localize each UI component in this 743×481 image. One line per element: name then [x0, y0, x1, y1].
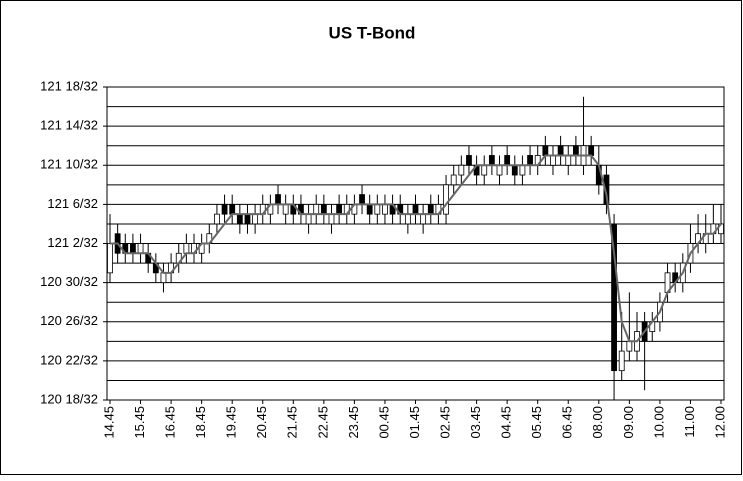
x-tick-label: 16.45	[163, 406, 178, 439]
candle-body	[511, 164, 518, 176]
x-tick-label: 06.45	[560, 406, 575, 439]
candle-body	[466, 155, 472, 166]
candle-body	[481, 164, 488, 176]
x-tick-label: 02.45	[437, 406, 452, 439]
candle-body	[107, 243, 113, 274]
candle-body	[496, 164, 503, 176]
candle-body	[603, 174, 610, 205]
x-tick-label: 05.45	[529, 406, 544, 439]
candle-body	[572, 145, 579, 156]
x-tick-label: 23.45	[346, 406, 361, 439]
y-tick-label: 120 18/32	[40, 391, 98, 406]
y-tick-label: 121 2/32	[47, 235, 98, 250]
candle-body	[450, 174, 457, 186]
candle-body	[519, 164, 526, 176]
candle-body	[359, 194, 365, 205]
y-tick-label: 121 6/32	[47, 196, 98, 211]
candle-body	[527, 155, 533, 166]
x-tick-label: 14.45	[101, 406, 116, 439]
candle-body	[305, 213, 312, 225]
candle-body	[458, 164, 465, 176]
x-tick-label: 04.45	[499, 406, 514, 439]
candle-body	[443, 184, 449, 215]
candle-body	[404, 213, 411, 225]
candle-body	[252, 213, 259, 225]
candle-body	[130, 243, 136, 254]
x-tick-label: 22.45	[315, 406, 330, 439]
candle-body	[718, 223, 724, 235]
y-tick-label: 120 22/32	[40, 352, 98, 367]
candle-body	[588, 145, 595, 156]
candle-body	[557, 145, 564, 156]
candle-body	[160, 272, 167, 284]
candle-body	[328, 213, 335, 225]
x-tick-label: 20.45	[254, 406, 269, 439]
candle-body	[282, 203, 289, 215]
candle-body	[313, 203, 320, 215]
candle-body	[229, 203, 236, 215]
x-tick-label: 18.45	[193, 406, 208, 439]
y-tick-label: 120 30/32	[40, 274, 98, 289]
candle-body	[542, 145, 549, 156]
candle-body	[427, 203, 434, 215]
x-tick-label: 00.45	[376, 406, 391, 439]
candle-body	[504, 155, 511, 166]
x-tick-label: 21.45	[285, 406, 300, 439]
candle-body	[618, 350, 625, 372]
candle-body	[137, 243, 144, 254]
x-tick-label: 19.45	[224, 406, 239, 439]
candle-body	[336, 203, 343, 215]
candle-body	[366, 203, 373, 215]
x-tick-label: 15.45	[132, 406, 147, 439]
x-tick-label: 03.45	[468, 406, 483, 439]
candle-body	[412, 203, 419, 215]
candle-body	[320, 203, 327, 215]
moving-average-line	[110, 154, 722, 343]
y-tick-label: 121 14/32	[40, 118, 98, 133]
candle-body	[244, 213, 251, 225]
candle-body	[488, 155, 495, 166]
x-tick-label: 12.00	[712, 406, 727, 439]
candle-body	[221, 203, 228, 215]
x-tick-label: 01.45	[407, 406, 422, 439]
y-tick-label: 121 18/32	[40, 78, 98, 93]
x-tick-label: 10.00	[651, 406, 666, 439]
x-tick-label: 09.00	[621, 406, 636, 439]
x-tick-label: 08.00	[590, 406, 605, 439]
candle-body	[275, 194, 281, 205]
y-tick-label: 120 26/32	[40, 313, 98, 328]
x-tick-label: 11.00	[682, 406, 697, 438]
y-tick-label: 121 10/32	[40, 157, 98, 172]
candle-body	[382, 203, 388, 215]
candle-body	[420, 213, 427, 225]
candle-body	[550, 155, 556, 166]
chart-title: US T-Bond	[329, 23, 416, 42]
candle-body	[374, 203, 381, 215]
candle-body	[183, 243, 190, 254]
candle-body	[626, 340, 633, 352]
candle-body	[236, 213, 243, 225]
candle-body	[611, 223, 617, 372]
candle-body	[565, 155, 572, 166]
candle-body	[214, 213, 220, 225]
